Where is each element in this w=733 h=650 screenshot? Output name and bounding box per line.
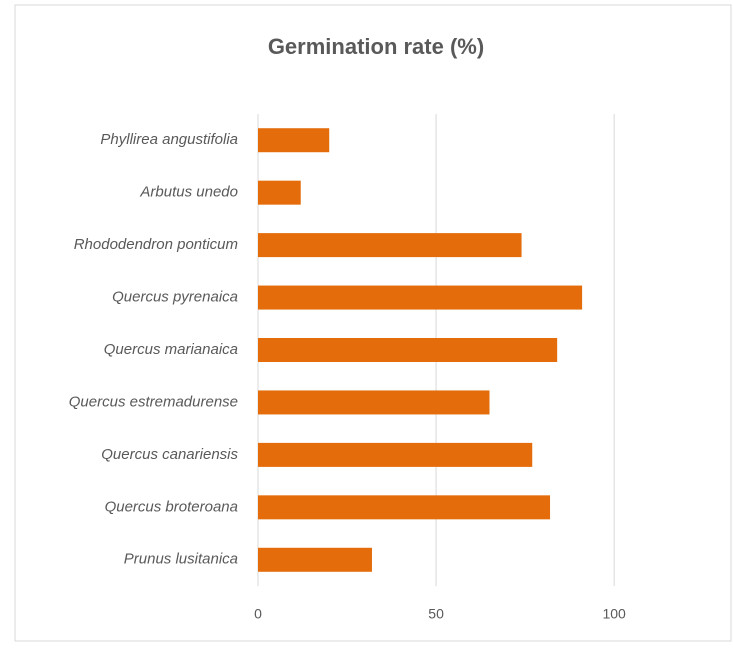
- bar: [258, 128, 330, 153]
- bar: [258, 233, 522, 258]
- bar: [258, 547, 372, 572]
- chart-title: Germination rate (%): [268, 34, 484, 59]
- y-tick-label: Quercus marianaica: [104, 341, 238, 358]
- y-tick-label: Prunus lusitanica: [124, 551, 238, 568]
- bar: [258, 442, 533, 467]
- y-tick-label: Quercus estremadurense: [69, 393, 238, 410]
- y-tick-label: Quercus broteroana: [105, 498, 238, 515]
- y-tick-label: Quercus canariensis: [101, 446, 238, 463]
- bar: [258, 338, 558, 362]
- bar: [258, 495, 551, 520]
- chart-border: [14, 4, 732, 642]
- y-tick-label: Phyllirea angustifolia: [100, 131, 238, 148]
- y-tick-label: Quercus pyrenaica: [112, 289, 238, 306]
- bar: [258, 180, 301, 205]
- x-tick-label: 50: [428, 606, 444, 622]
- y-tick-label: Rhododendron ponticum: [74, 236, 238, 253]
- y-tick-label: Arbutus unedo: [139, 184, 238, 201]
- bar: [258, 390, 490, 415]
- x-tick-label: 100: [602, 606, 626, 622]
- x-tick-label: 0: [254, 606, 262, 622]
- bar: [258, 285, 583, 310]
